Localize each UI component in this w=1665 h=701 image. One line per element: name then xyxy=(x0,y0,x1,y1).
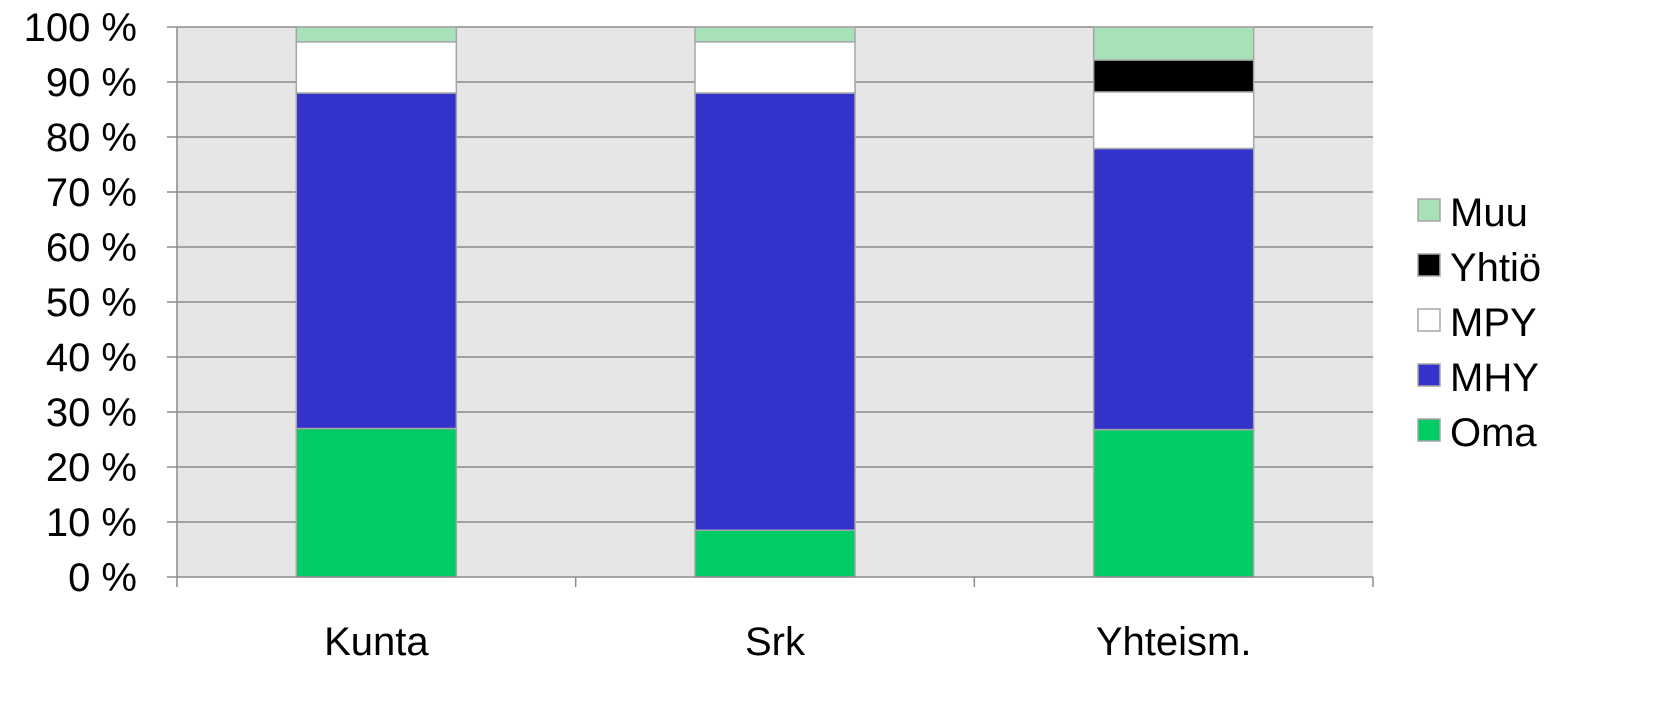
x-axis-labels: Kunta Srk Yhteism. xyxy=(324,620,1251,664)
bar-segment-mpy xyxy=(295,41,458,94)
x-category-label: Yhteism. xyxy=(1096,620,1252,664)
legend: Muu Yhtiö MPY MHY Oma xyxy=(1417,191,1541,455)
bar-segment-muu xyxy=(295,26,458,43)
legend-label: Yhtiö xyxy=(1450,246,1541,290)
legend-swatch xyxy=(1417,198,1441,222)
y-tick-label: 20 % xyxy=(46,446,137,490)
legend-label: MHY xyxy=(1450,356,1539,400)
y-tick-label: 0 % xyxy=(68,556,137,600)
legend-swatch xyxy=(1417,308,1441,332)
bar-segment-oma xyxy=(1092,428,1255,578)
bar-segment-mpy xyxy=(1092,91,1255,150)
y-axis-ticks: 0 % 10 % 20 % 30 % 40 % 50 % 60 % 70 % 80 % 90 % 1… xyxy=(24,6,177,600)
legend-swatch xyxy=(1417,418,1441,442)
bar-segment-mhy xyxy=(295,92,458,430)
bars xyxy=(295,26,1255,578)
bar-segment-mhy xyxy=(694,92,856,531)
bar-segment-oma xyxy=(694,529,856,578)
y-tick-label: 90 % xyxy=(46,61,137,105)
bar-segment-mpy xyxy=(694,41,856,94)
legend-swatch xyxy=(1417,363,1441,387)
y-tick-label: 60 % xyxy=(46,226,137,270)
y-tick-label: 70 % xyxy=(46,171,137,215)
x-category-label: Srk xyxy=(745,620,806,664)
bar-segment-muu xyxy=(694,26,856,43)
legend-swatch xyxy=(1417,253,1441,277)
y-tick-label: 40 % xyxy=(46,336,137,380)
axes xyxy=(176,27,1374,587)
bar-segment-mhy xyxy=(1092,147,1255,431)
legend-label: MPY xyxy=(1450,301,1537,345)
y-tick-label: 80 % xyxy=(46,116,137,160)
bar-segment-yhti- xyxy=(1092,59,1255,93)
y-tick-label: 30 % xyxy=(46,391,137,435)
legend-label: Muu xyxy=(1450,191,1528,235)
x-category-label: Kunta xyxy=(324,620,429,664)
legend-label: Oma xyxy=(1450,411,1537,455)
bar-segment-oma xyxy=(295,427,458,578)
y-tick-label: 50 % xyxy=(46,281,137,325)
y-tick-label: 100 % xyxy=(24,6,137,50)
bar-segment-muu xyxy=(1092,26,1255,61)
y-tick-label: 10 % xyxy=(46,501,137,545)
